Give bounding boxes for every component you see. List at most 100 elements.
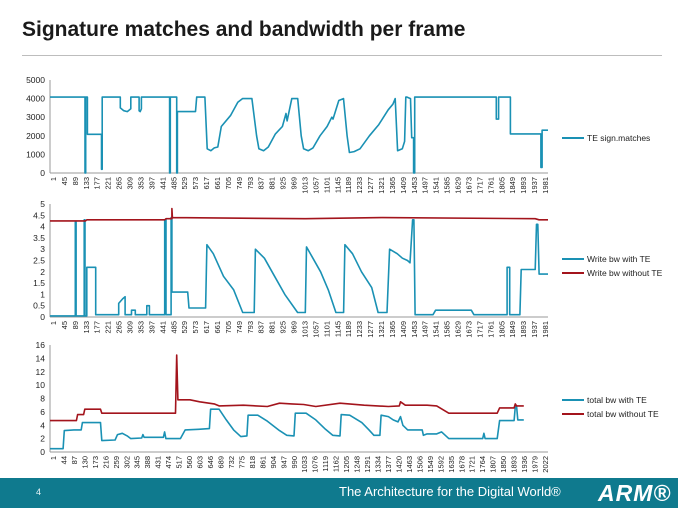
footer-bar: 4 The Architecture for the Digital World… [0, 478, 678, 508]
x-tick-label: 1453 [410, 321, 419, 338]
chart-2: 00.511.522.533.544.551 45 89 133 177 221 265 30… [33, 199, 662, 338]
x-tick-label: 89 [71, 177, 80, 185]
y-tick-label: 3 [40, 244, 45, 254]
x-tick-label: 732 [227, 456, 236, 469]
y-tick-label: 0 [40, 168, 45, 178]
x-tick-label: 969 [290, 321, 299, 334]
x-tick-label: 1585 [443, 177, 452, 194]
legend-label: total bw with TE [587, 395, 647, 405]
x-tick-label: 861 [258, 456, 267, 469]
y-tick-label: 0.5 [33, 301, 45, 311]
x-tick-label: 177 [93, 321, 102, 334]
x-tick-label: 441 [158, 177, 167, 190]
x-tick-label: 689 [216, 456, 225, 469]
y-tick-label: 5 [40, 199, 45, 209]
x-tick-label: 1506 [415, 456, 424, 473]
x-tick-label: 990 [290, 456, 299, 469]
x-tick-label: 1849 [508, 177, 517, 194]
x-tick-label: 345 [133, 456, 142, 469]
x-tick-label: 1549 [426, 456, 435, 473]
x-tick-label: 1013 [300, 177, 309, 194]
x-tick-label: 309 [126, 177, 135, 190]
x-tick-label: 573 [191, 177, 200, 190]
x-tick-label: 1463 [405, 456, 414, 473]
series-line-2 [50, 354, 524, 422]
x-tick-label: 517 [175, 456, 184, 469]
x-tick-label: 89 [71, 321, 80, 329]
x-tick-label: 133 [82, 177, 91, 190]
x-tick-label: 1409 [399, 177, 408, 194]
x-tick-label: 1673 [464, 177, 473, 194]
x-tick-label: 1365 [388, 321, 397, 338]
x-tick-label: 1717 [475, 177, 484, 194]
x-tick-label: 397 [147, 177, 156, 190]
x-tick-label: 1764 [478, 456, 487, 473]
y-tick-label: 4 [40, 420, 45, 430]
x-tick-label: 388 [143, 456, 152, 469]
x-tick-label: 925 [279, 177, 288, 190]
x-tick-label: 133 [82, 321, 91, 334]
x-tick-label: 441 [158, 321, 167, 334]
y-tick-label: 2.5 [33, 256, 45, 266]
x-tick-label: 1057 [311, 321, 320, 338]
y-tick-label: 1000 [26, 149, 45, 159]
x-tick-label: 560 [185, 456, 194, 469]
x-tick-label: 529 [180, 177, 189, 190]
x-tick-label: 1409 [399, 321, 408, 338]
x-tick-label: 1162 [332, 456, 341, 472]
x-tick-label: 1893 [519, 321, 528, 338]
x-tick-label: 265 [115, 321, 124, 334]
series-line-1 [50, 405, 524, 450]
x-tick-label: 302 [122, 456, 131, 469]
x-tick-label: 1101 [322, 321, 331, 337]
x-tick-label: 1321 [377, 321, 386, 338]
x-tick-label: 1377 [384, 456, 393, 473]
y-tick-label: 3.5 [33, 233, 45, 243]
x-tick-label: 1291 [363, 456, 372, 473]
x-tick-label: 1893 [519, 177, 528, 194]
slide-title: Signature matches and bandwidth per fram… [22, 18, 466, 41]
x-tick-label: 1205 [342, 456, 351, 473]
x-tick-label: 837 [257, 321, 266, 334]
x-tick-label: 309 [126, 321, 135, 334]
x-tick-label: 1497 [421, 321, 430, 338]
legend-label: TE sign.matches [587, 133, 650, 143]
x-tick-label: 1013 [300, 321, 309, 338]
x-tick-label: 837 [257, 177, 266, 190]
x-tick-label: 1761 [486, 177, 495, 194]
x-tick-label: 1420 [394, 456, 403, 473]
x-tick-label: 775 [237, 456, 246, 469]
x-tick-label: 1981 [541, 177, 550, 194]
x-tick-label: 1850 [499, 456, 508, 473]
x-tick-label: 1807 [489, 456, 498, 473]
x-tick-label: 573 [191, 321, 200, 334]
x-tick-label: 1277 [366, 177, 375, 194]
x-tick-label: 1277 [366, 321, 375, 338]
x-tick-label: 1233 [355, 321, 364, 338]
legend-label: total bw without TE [587, 409, 659, 419]
x-tick-label: 1541 [432, 177, 441, 194]
x-tick-label: 646 [206, 456, 215, 469]
x-tick-label: 793 [246, 321, 255, 334]
x-tick-label: 1119 [321, 456, 330, 472]
x-tick-label: 221 [104, 177, 113, 190]
x-tick-label: 1189 [344, 321, 353, 337]
y-tick-label: 10 [36, 380, 46, 390]
x-tick-label: 1981 [541, 321, 550, 338]
x-tick-label: 259 [112, 456, 121, 469]
x-tick-label: 881 [268, 177, 277, 190]
x-tick-label: 1717 [475, 321, 484, 338]
x-tick-label: 1334 [374, 456, 383, 473]
x-tick-label: 904 [269, 456, 278, 469]
y-tick-label: 16 [36, 340, 46, 350]
y-tick-label: 1.5 [33, 278, 45, 288]
x-tick-label: 177 [93, 177, 102, 190]
page-number: 4 [36, 487, 42, 497]
x-tick-label: 485 [169, 321, 178, 334]
x-tick-label: 969 [290, 177, 299, 190]
y-tick-label: 4.5 [33, 210, 45, 220]
x-tick-label: 1453 [410, 177, 419, 194]
x-tick-label: 44 [59, 456, 68, 464]
